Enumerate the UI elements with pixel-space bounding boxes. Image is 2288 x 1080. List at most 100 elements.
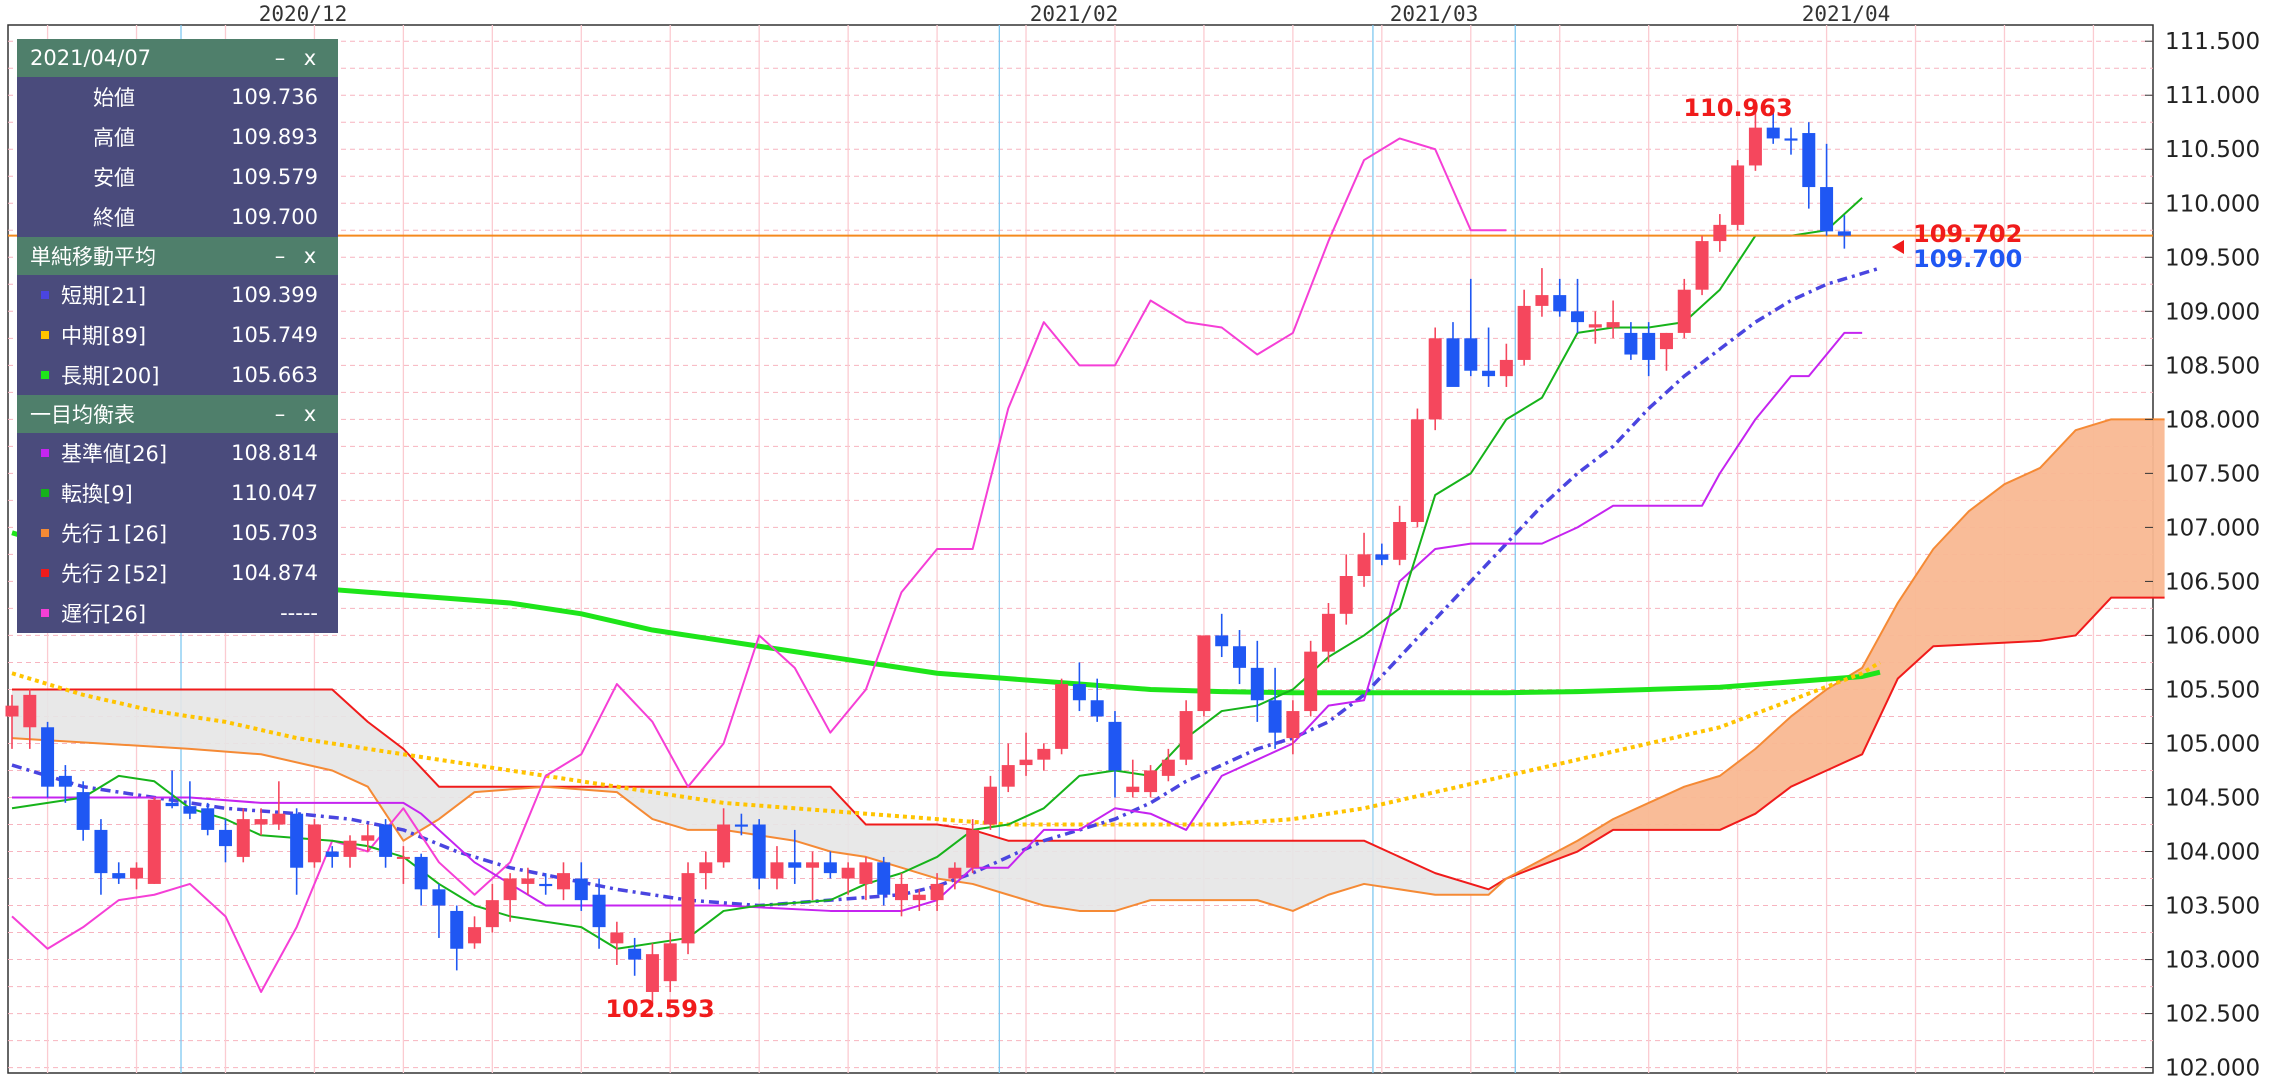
candle-body: [1197, 635, 1211, 712]
ichimoku-tenkan-row: 転換[9] 110.047: [17, 473, 338, 513]
legend-swatch: [41, 449, 49, 457]
candle-body: [1250, 667, 1264, 701]
candle-body: [1571, 311, 1585, 323]
candle-body: [788, 862, 802, 868]
candle-body: [343, 840, 357, 857]
ohlc-label: 終値: [93, 206, 135, 230]
candles: [5, 99, 1851, 1004]
y-tick-label: 103.000: [2165, 948, 2260, 974]
y-tick-label: 103.500: [2165, 894, 2260, 920]
candle-body: [396, 856, 410, 859]
candle-body: [1713, 224, 1727, 242]
sma-title: 単純移動平均: [30, 245, 156, 269]
minimize-button[interactable]: –: [274, 402, 286, 426]
candle-body: [414, 856, 428, 890]
y-tick-label: 105.000: [2165, 731, 2260, 757]
x-axis: 2020/12 2021/02 2021/03 2021/04: [259, 2, 1891, 26]
candle-body: [912, 894, 926, 901]
close-button[interactable]: x: [303, 46, 317, 70]
cloud-bearish: [12, 689, 1525, 911]
candle-body: [1588, 324, 1602, 328]
candle-body: [948, 867, 962, 879]
price-label-lower: 109.700: [1913, 245, 2022, 273]
sma-mid-row: 中期[89] 105.749: [17, 315, 338, 355]
candle-body: [5, 705, 19, 717]
candle-body: [1766, 127, 1780, 139]
candle-body: [930, 883, 944, 901]
ichimoku-label: 遅行[26]: [61, 602, 147, 626]
ohlc-close-row: 終値 109.700: [17, 197, 338, 237]
sma-label: 短期[21]: [61, 284, 147, 308]
candle-body: [1090, 700, 1104, 717]
candle-body: [468, 927, 482, 944]
x-tick-label: 2021/04: [1802, 2, 1891, 26]
y-tick-label: 104.500: [2165, 785, 2260, 811]
candle-body: [1624, 332, 1638, 355]
candle-body: [1464, 338, 1478, 371]
sma-panel-header: 単純移動平均 – x: [17, 237, 338, 275]
candle-body: [147, 799, 161, 884]
candle-body: [76, 792, 90, 830]
candle-body: [539, 883, 553, 887]
minimize-button[interactable]: –: [274, 46, 286, 70]
indicator-lines: [8, 137, 2165, 993]
candle-body: [1304, 651, 1318, 712]
y-tick-label: 106.000: [2165, 623, 2260, 649]
candle-body: [1215, 635, 1229, 647]
candle-body: [521, 878, 535, 884]
y-tick-label: 105.500: [2165, 677, 2260, 703]
candle-body: [201, 808, 215, 830]
candle-body: [1446, 338, 1460, 387]
ichimoku-label: 先行１[26]: [61, 522, 168, 546]
candle-body: [823, 862, 837, 874]
candle-body: [717, 824, 731, 863]
candle-body: [1606, 322, 1620, 328]
ohlc-low-row: 安値 109.579: [17, 157, 338, 197]
close-button[interactable]: x: [303, 244, 317, 268]
ichimoku-value: 110.047: [231, 481, 318, 505]
ichimoku-senkou1-row: 先行１[26] 105.703: [17, 513, 338, 553]
candle-body: [183, 806, 197, 814]
legend-swatch: [41, 529, 49, 537]
candle-body: [1784, 138, 1798, 141]
candle-body: [1410, 419, 1424, 522]
x-tick-label: 2020/12: [259, 2, 348, 26]
candle-body: [450, 910, 464, 949]
candle-body: [1357, 554, 1371, 577]
candle-body: [1268, 700, 1282, 733]
candle-body: [1393, 521, 1407, 560]
y-tick-label: 109.500: [2165, 245, 2260, 271]
y-tick-label: 104.000: [2165, 840, 2260, 866]
candle-body: [272, 813, 286, 825]
candle-body: [1019, 759, 1033, 766]
candle-body: [966, 829, 980, 868]
candle-body: [379, 824, 393, 857]
candle-body: [1748, 127, 1762, 166]
ma-mid-line: [11, 660, 1881, 827]
candle-body: [1339, 576, 1353, 614]
ichimoku-label: 転換[9]: [61, 482, 133, 506]
candle-body: [1144, 770, 1158, 793]
sma-value: 109.399: [231, 283, 318, 307]
close-button[interactable]: x: [303, 402, 317, 426]
candle-body: [841, 867, 855, 879]
ichimoku-kijun-row: 基準値[26] 108.814: [17, 433, 338, 473]
candle-body: [290, 813, 304, 868]
candle-body: [165, 802, 179, 807]
price-label-upper: 109.702: [1913, 220, 2022, 248]
candle-body: [130, 867, 144, 879]
ichimoku-label: 基準値[26]: [61, 442, 168, 466]
ma-short-line: [11, 266, 1881, 908]
candle-body: [556, 873, 570, 890]
candle-body: [94, 829, 108, 874]
candle-body: [1321, 613, 1335, 652]
ichimoku-value: -----: [280, 601, 318, 625]
ohlc-value: 109.700: [231, 205, 318, 229]
cloud-bullish: [1524, 419, 2165, 872]
candle-body: [254, 819, 268, 825]
minimize-button[interactable]: –: [274, 244, 286, 268]
candle-body: [610, 932, 624, 944]
candle-body: [1375, 554, 1389, 560]
